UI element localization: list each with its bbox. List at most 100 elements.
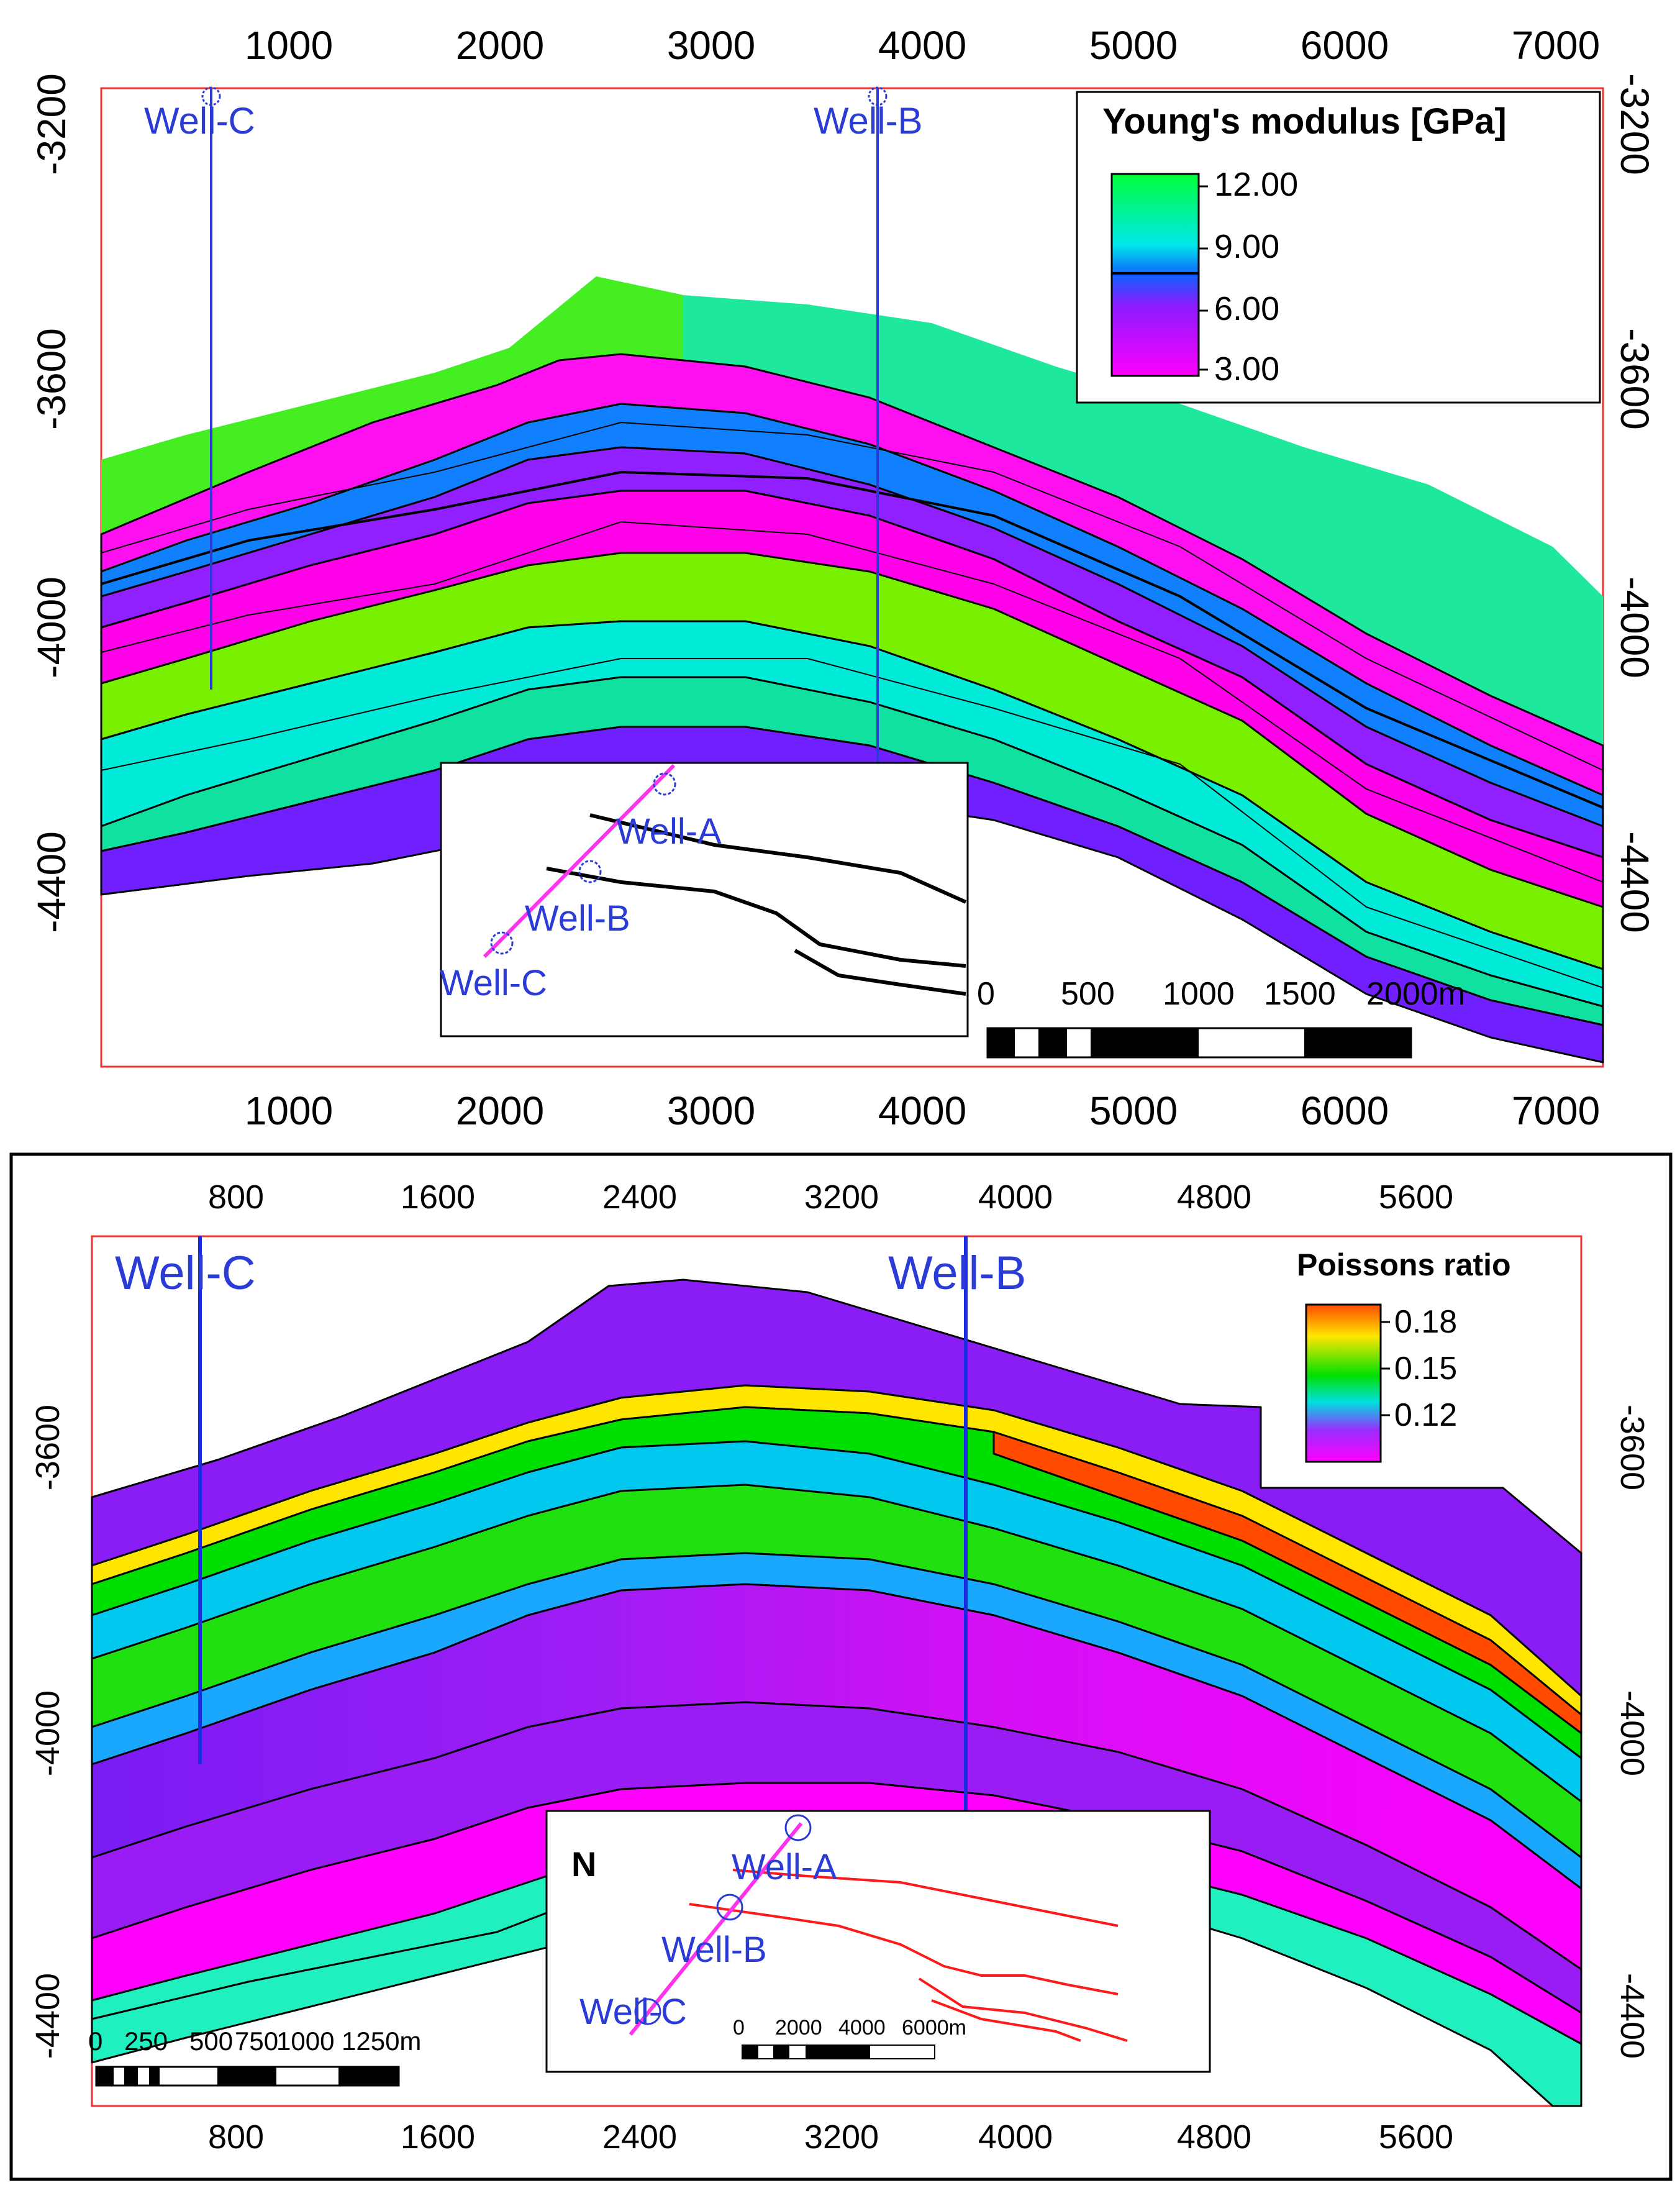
bottom-scale-label-1250: 1250m [342,2026,421,2056]
bottom-legend: Poissons ratio 0.18 0.15 0.12 [1297,1247,1511,1463]
bottom-inset-well-b-marker [716,1894,743,1921]
top-legend-label-1: 12.00 [1214,166,1298,203]
top-legend-label-4: 3.00 [1214,350,1279,388]
top-scale-label-1000: 1000 [1163,976,1235,1012]
top-inset-well-b-marker [578,860,602,883]
top-legend-colorbar [1110,173,1200,377]
top-inset-well-c-label: Well-C [440,963,547,1003]
top-inset-map: Well-A Well-B Well-C [440,762,969,1037]
bottom-xtick-top-2400: 2400 [602,1178,677,1216]
top-legend-label-3: 6.00 [1214,290,1279,327]
top-ytick-left-3200: -3200 [29,73,74,175]
top-xtick-top-4000: 4000 [878,23,966,68]
bottom-inset-scale-6000: 6000m [902,2016,966,2040]
bottom-xtick-top-3200: 3200 [804,1178,879,1216]
top-xtick-top-6000: 6000 [1301,23,1389,68]
bottom-ytick-right-4400: -4400 [1614,1973,1651,2059]
bottom-wells: Well-C Well-B [115,1236,1026,1917]
bottom-ytick-right-4000: -4000 [1614,1690,1651,1776]
top-inset-transect [483,764,676,959]
top-xtick-top-7000: 7000 [1512,23,1600,68]
top-ytick-left-4000: -4000 [29,577,74,678]
bottom-inset-north-label: N [571,1844,596,1884]
bottom-inset-transect [629,1822,803,2036]
top-xtick-bottom-1000: 1000 [245,1088,333,1133]
top-ytick-right-4400: -4400 [1612,831,1657,933]
top-xtick-top-1000: 1000 [245,23,333,68]
bottom-legend-label-2: 0.15 [1394,1351,1457,1387]
bottom-xtick-top-5600: 5600 [1379,1178,1453,1216]
bottom-xtick-top-4000: 4000 [978,1178,1053,1216]
bottom-legend-colorbar [1305,1303,1382,1463]
bottom-inset-map: N Well-A Well-B Well-C 0 2000 4000 6000m [545,1810,1211,2073]
top-xtick-bottom-4000: 4000 [878,1088,966,1133]
bottom-well-b-label: Well-B [888,1247,1026,1300]
bottom-legend-label-1: 0.18 [1394,1304,1457,1340]
top-ytick-left-3600: -3600 [29,328,74,430]
top-legend-title: Young's modulus [GPa] [1102,101,1507,142]
bottom-inset-well-a-label: Well-A [732,1847,837,1887]
bottom-scale-bar: 0 250 500 750 1000 1250m [88,2026,421,2087]
top-wells: Well-C Well-B [144,86,923,820]
top-legend-label-2: 9.00 [1214,228,1279,265]
top-y-ticks-right: -3200 -3600 -4000 -4400 [1612,73,1657,933]
bottom-scale-label-500: 500 [189,2026,233,2056]
bottom-xtick-bottom-4800: 4800 [1177,2118,1251,2156]
top-xtick-bottom-2000: 2000 [456,1088,544,1133]
top-well-b-label: Well-B [814,100,923,142]
bottom-ytick-right-3600: -3600 [1614,1405,1651,1490]
bottom-xtick-top-1600: 1600 [401,1178,475,1216]
bottom-xtick-top-800: 800 [208,1178,264,1216]
top-inset-well-b-label: Well-B [525,898,630,939]
top-well-c-marker [201,86,221,106]
top-xtick-top-2000: 2000 [456,23,544,68]
top-inset-well-a-marker [653,772,676,796]
top-scale-label-2000: 2000m [1366,976,1465,1012]
top-xtick-top-5000: 5000 [1089,23,1178,68]
bottom-xtick-bottom-800: 800 [208,2118,264,2156]
top-scale-label-500: 500 [1061,976,1115,1012]
bottom-xtick-top-4800: 4800 [1177,1178,1251,1216]
bottom-inset-well-b-label: Well-B [661,1930,767,1970]
bottom-well-c-label: Well-C [115,1247,256,1300]
bottom-panel: Well-C Well-B Poissons ratio 0.18 0.15 0… [9,1152,1673,2181]
bottom-inset-scale-2000: 2000 [775,2016,822,2040]
bottom-x-ticks-bottom: 800 1600 2400 3200 4000 4800 5600 [208,2118,1453,2156]
top-xtick-top-3000: 3000 [667,23,755,68]
bottom-inset-scale-0: 0 [733,2016,745,2040]
bottom-y-ticks-left: -3600 -4000 -4400 [29,1405,66,2059]
top-layer-upper-green-west [101,276,683,534]
top-xtick-bottom-6000: 6000 [1301,1088,1389,1133]
bottom-ytick-left-3600: -3600 [29,1405,66,1490]
bottom-scale-label-250: 250 [124,2026,168,2056]
top-well-b-marker [868,86,888,106]
top-xtick-bottom-5000: 5000 [1089,1088,1178,1133]
bottom-y-ticks-right: -3600 -4000 -4400 [1614,1405,1651,2059]
bottom-scale-label-0: 0 [88,2026,102,2056]
bottom-x-ticks-top: 800 1600 2400 3200 4000 4800 5600 [208,1178,1453,1216]
bottom-inset-well-c-marker [634,1998,661,2025]
top-x-ticks-top: 1000 2000 3000 4000 5000 6000 7000 [245,23,1600,68]
bottom-legend-title: Poissons ratio [1297,1247,1511,1282]
top-legend: Young's modulus [GPa] 12.00 9.00 6.00 3.… [1076,91,1601,404]
top-xtick-bottom-3000: 3000 [667,1088,755,1133]
top-ytick-right-4000: -4000 [1612,577,1657,678]
bottom-xtick-bottom-4000: 4000 [978,2118,1053,2156]
top-ytick-left-4400: -4400 [29,831,74,933]
top-ytick-right-3200: -3200 [1612,73,1657,175]
bottom-ytick-left-4400: -4400 [29,1973,66,2059]
top-xtick-bottom-7000: 7000 [1512,1088,1600,1133]
bottom-scale-label-1000: 1000 [276,2026,334,2056]
top-inset-well-a-label: Well-A [616,811,722,852]
top-scale-label-1500: 1500 [1264,976,1336,1012]
top-well-c-label: Well-C [144,100,255,142]
bottom-xtick-bottom-3200: 3200 [804,2118,879,2156]
bottom-ytick-left-4000: -4000 [29,1690,66,1776]
bottom-scale-label-750: 750 [235,2026,278,2056]
bottom-xtick-bottom-2400: 2400 [602,2118,677,2156]
top-y-ticks-left: -3200 -3600 -4000 -4400 [29,73,74,933]
bottom-legend-label-3: 0.12 [1394,1397,1457,1433]
top-inset-well-c-marker [490,931,514,955]
bottom-inset-well-a-marker [784,1814,812,1841]
bottom-outer-frame [9,1152,1673,2181]
